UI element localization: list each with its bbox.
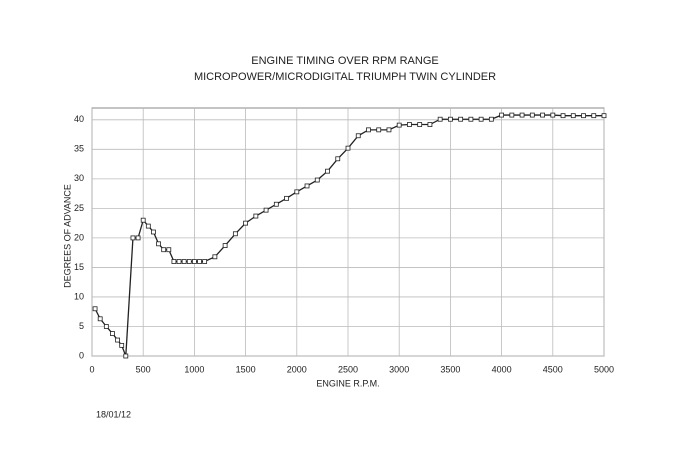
point-marker (304, 183, 310, 189)
point-marker (243, 220, 249, 226)
point-marker (135, 235, 141, 241)
x-tick-label: 5000 (594, 364, 614, 374)
x-tick-label: 1500 (236, 364, 256, 374)
point-marker (140, 217, 146, 223)
point-marker (519, 112, 525, 118)
point-marker (145, 223, 151, 229)
point-marker (110, 331, 115, 336)
point-marker (156, 241, 161, 247)
point-marker (263, 207, 269, 213)
point-marker (478, 116, 484, 122)
y-tick-label: 25 (74, 203, 84, 213)
point-marker (97, 316, 103, 322)
x-tick-label: 1000 (184, 364, 204, 374)
y-tick-label: 5 (79, 321, 84, 331)
point-marker (355, 133, 361, 139)
point-marker (581, 113, 586, 119)
y-axis-label: DEGREES OF ADVANCE (62, 184, 72, 288)
point-marker (186, 259, 192, 264)
point-marker (591, 113, 597, 119)
point-marker (253, 213, 259, 219)
point-marker (437, 116, 443, 122)
chart-subtitle: MICROPOWER/MICRODIGITAL TRIUMPH TWIN CYL… (194, 71, 496, 83)
point-marker (468, 116, 474, 122)
point-marker (386, 127, 392, 133)
point-marker (335, 156, 341, 162)
point-marker (499, 112, 505, 118)
y-tick-label: 15 (74, 262, 84, 272)
point-marker (222, 243, 228, 248)
date-annotation: 18/01/12 (96, 409, 131, 419)
point-marker (130, 235, 136, 241)
point-marker (427, 122, 433, 127)
y-tick-label: 40 (74, 114, 84, 124)
point-marker (407, 122, 412, 127)
point-marker (570, 113, 576, 119)
x-tick-label: 4500 (543, 364, 563, 374)
point-marker (103, 324, 109, 329)
point-marker (92, 306, 98, 312)
point-marker (166, 247, 172, 253)
point-marker (366, 127, 371, 133)
x-tick-label: 2500 (338, 364, 358, 374)
y-tick-label: 35 (74, 144, 84, 154)
y-tick-label: 20 (74, 232, 84, 242)
x-tick-label: 2000 (287, 364, 307, 374)
x-tick-label: 4000 (492, 364, 512, 374)
point-marker (376, 127, 382, 133)
series-line (94, 114, 604, 357)
x-tick-label: 3500 (440, 364, 460, 374)
x-tick-label: 500 (136, 364, 151, 374)
x-tick-label: 3000 (389, 364, 409, 374)
point-marker (314, 177, 320, 183)
point-marker (123, 353, 129, 359)
point-marker (197, 259, 202, 264)
point-marker (284, 195, 289, 201)
point-marker (509, 112, 515, 118)
point-marker (273, 201, 279, 207)
y-tick-label: 10 (74, 291, 84, 301)
point-marker (232, 231, 238, 237)
point-marker (417, 122, 423, 127)
point-marker (601, 113, 607, 119)
point-marker (458, 116, 464, 122)
chart-title: ENGINE TIMING OVER RPM RANGE (251, 55, 438, 67)
point-marker (181, 259, 187, 264)
point-marker (529, 112, 535, 118)
point-marker (396, 122, 402, 128)
point-marker (119, 342, 125, 348)
point-marker (540, 112, 545, 118)
point-marker (115, 337, 120, 343)
point-marker (171, 259, 177, 264)
point-marker (560, 113, 566, 119)
point-marker (325, 168, 330, 174)
x-tick-label: 0 (89, 364, 94, 374)
y-tick-label: 30 (74, 173, 84, 183)
point-marker (550, 112, 556, 118)
point-marker (447, 116, 453, 122)
point-marker (294, 189, 300, 195)
point-marker (161, 247, 167, 253)
point-marker (151, 229, 156, 235)
point-marker (488, 116, 494, 122)
x-axis-label: ENGINE R.P.M. (316, 378, 379, 388)
point-marker (345, 145, 351, 151)
y-tick-label: 0 (79, 350, 84, 360)
point-marker (212, 254, 218, 260)
point-marker (191, 259, 197, 264)
point-marker (202, 259, 208, 264)
point-marker (176, 259, 182, 264)
